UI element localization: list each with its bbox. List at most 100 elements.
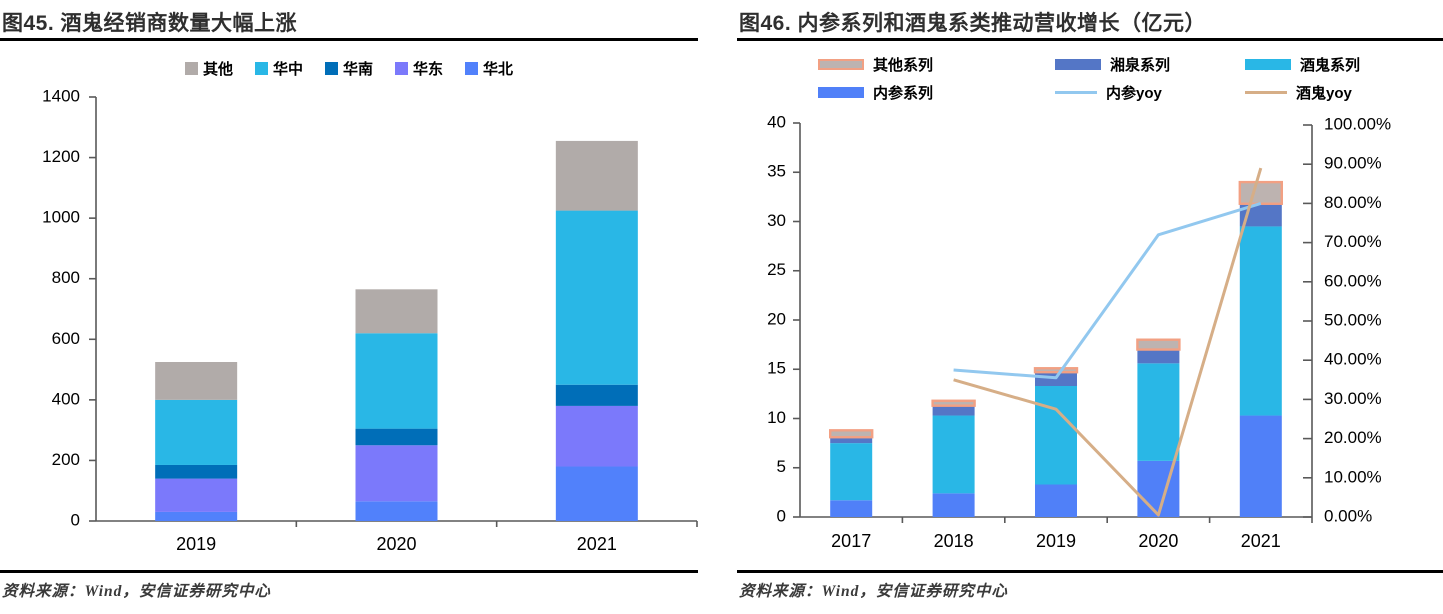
category-label: 2019 (176, 534, 216, 554)
axis-tick-label: 10 (767, 408, 786, 427)
bar-segment-酒鬼系列 (1035, 385, 1077, 485)
bar-segment-华南 (155, 464, 238, 479)
axis-tick-label: 0 (777, 506, 786, 525)
axis-tick-label: 100.00% (1324, 114, 1391, 133)
legend-swatch-icon (254, 62, 268, 75)
axis-tick-label: 50.00% (1324, 310, 1382, 329)
bar-segment-其他 (155, 362, 238, 400)
axis-tick-label: 70.00% (1324, 232, 1382, 251)
legend-item: 华南 (324, 58, 373, 79)
bar-segment-酒鬼系列 (830, 443, 873, 501)
figure-45-footer-rule (0, 570, 698, 573)
axis-tick-label: 600 (52, 329, 80, 348)
bar-segment-酒鬼系列 (1239, 226, 1282, 416)
legend-label: 湘泉系列 (1110, 57, 1171, 74)
legend-item: 华中 (254, 58, 303, 79)
figure-46-panel: 图46. 内参系列和酒鬼系类推动营收增长（亿元） 其他系列 湘泉系列 酒鬼系列内参系… (737, 0, 1443, 614)
legend-label: 内参系列 (873, 85, 934, 102)
bar-segment-湘泉系列 (1239, 203, 1282, 227)
legend-item: 华东 (395, 58, 443, 79)
axis-tick-label: 30 (767, 211, 786, 230)
category-label: 2019 (1036, 531, 1076, 551)
legend-label: 华东 (413, 61, 444, 78)
bar-segment-酒鬼系列 (1137, 363, 1180, 461)
axis-tick-label: 10.00% (1324, 467, 1382, 486)
yoy-line-内参yoy (953, 201, 1262, 380)
figure-46-source-note: 资料来源：Wind，安信证券研究中心 (739, 583, 1008, 600)
category-label: 2020 (1138, 531, 1178, 551)
figure-45-legend: 其他 华中 华南 华东 华北 (0, 58, 698, 79)
legend-item: 内参yoy (1055, 82, 1245, 103)
bar-segment-华中 (555, 210, 638, 385)
legend-label: 酒鬼yoy (1296, 85, 1352, 102)
legend-label: 其他系列 (873, 57, 934, 74)
legend-label: 内参yoy (1106, 85, 1162, 102)
axis-tick-label: 40 (767, 112, 786, 131)
bar-segment-湘泉系列 (830, 437, 873, 444)
bar-segment-其他系列 (931, 399, 976, 407)
figure-46-legend: 其他系列 湘泉系列 酒鬼系列内参系列 内参yoy 酒鬼yoy (737, 54, 1443, 103)
axis-tick-label: 0.00% (1324, 506, 1372, 525)
legend-item: 华北 (465, 58, 513, 79)
axis-tick-label: 1200 (42, 147, 80, 166)
bar-segment-华北 (555, 466, 638, 521)
bar-segment-内参系列 (1035, 484, 1077, 517)
bar-segment-华东 (555, 405, 638, 467)
legend-label: 华中 (272, 61, 303, 78)
legend-label: 其他 (202, 61, 233, 78)
dealer-count-stacked-bar-chart: 0 200 400 600 800 1000 1200 1400 2019 2020 2021 (42, 88, 698, 554)
legend-item: 湘泉系列 (1055, 54, 1245, 75)
bar-segment-湘泉系列 (1137, 349, 1180, 364)
bar-segment-华南 (555, 384, 638, 406)
axis-tick-label: 0 (71, 510, 80, 529)
category-label: 2020 (376, 534, 416, 554)
category-label: 2021 (1241, 531, 1281, 551)
axis-tick-label: 80.00% (1324, 193, 1382, 212)
bar-segment-华南 (355, 428, 438, 446)
bar-segment-华中 (155, 399, 238, 465)
bar-segment-湘泉系列 (932, 405, 975, 416)
legend-swatch-icon (465, 62, 479, 75)
legend-label: 华南 (342, 61, 373, 78)
figure-46-footer-rule (737, 570, 1443, 573)
legend-bar-swatch-icon (818, 59, 864, 70)
axis-tick-label: 90.00% (1324, 154, 1382, 173)
bar-segment-其他系列 (1136, 338, 1181, 351)
axis-tick-label: 25 (767, 260, 786, 279)
bar-segment-其他系列 (1033, 367, 1079, 374)
legend-line-swatch-icon (1245, 91, 1287, 94)
legend-bar-swatch-icon (1245, 59, 1291, 70)
legend-item: 酒鬼yoy (1245, 82, 1443, 103)
figure-46-title-rule (737, 38, 1443, 41)
axis-tick-label: 200 (52, 450, 80, 469)
bar-segment-华东 (155, 478, 238, 512)
axis-tick-label: 1400 (42, 88, 80, 105)
figure-45-title: 图45. 酒鬼经销商数量大幅上涨 (2, 12, 298, 35)
bar-segment-其他 (355, 289, 438, 334)
legend-item: 其他 (184, 58, 233, 79)
revenue-combo-chart: 0 5 10 15 20 25 30 35 40 0.00% 10.00% 20.00% 30.00% 4… (767, 112, 1391, 551)
axis-tick-label: 5 (777, 457, 786, 476)
axis-tick-label: 30.00% (1324, 389, 1382, 408)
bar-segment-其他 (555, 140, 638, 211)
axis-tick-label: 20 (767, 309, 786, 328)
legend-swatch-icon (395, 62, 408, 75)
figure-46-title: 图46. 内参系列和酒鬼系类推动营收增长（亿元） (739, 12, 1207, 35)
legend-label: 酒鬼系列 (1300, 57, 1361, 74)
bar-segment-华北 (355, 501, 438, 521)
figure-45-title-rule (0, 38, 698, 41)
legend-line-swatch-icon (1055, 91, 1097, 94)
axis-tick-label: 20.00% (1324, 428, 1382, 447)
legend-bar-swatch-icon (1055, 59, 1101, 70)
legend-item: 内参系列 (818, 82, 1055, 103)
figure-45-panel: 图45. 酒鬼经销商数量大幅上涨 其他 华中 华南 华东 华北 0 200 400 600 80… (0, 0, 698, 614)
yoy-line-酒鬼yoy (953, 167, 1263, 517)
axis-tick-label: 1000 (42, 208, 80, 227)
bar-segment-其他系列 (1238, 180, 1283, 205)
axis-tick-label: 800 (52, 268, 80, 287)
legend-swatch-icon (324, 62, 338, 75)
bar-segment-华北 (155, 511, 238, 521)
bar-segment-内参系列 (932, 493, 975, 517)
bar-segment-内参系列 (830, 500, 873, 517)
